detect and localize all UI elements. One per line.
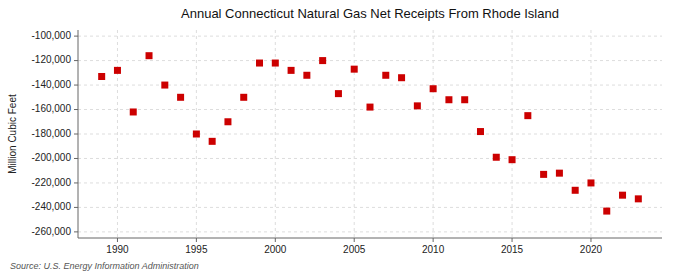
x-grid-line: [354, 30, 355, 238]
title: Annual Connecticut Natural Gas Net Recei…: [181, 6, 559, 21]
x-tick: [590, 238, 591, 242]
point: [572, 187, 579, 194]
point: [493, 154, 500, 161]
y-tick: [74, 134, 78, 135]
y-grid-line: [78, 231, 662, 232]
x-grid-line: [433, 30, 434, 238]
y-tick: [74, 36, 78, 37]
point: [477, 128, 484, 135]
point: [367, 104, 374, 111]
y-axis: -260,000 -240,000 -220,000 -200,000 -180,000…: [32, 30, 78, 237]
x-tick: [433, 238, 434, 242]
point: [619, 192, 626, 199]
source-note: Source: U.S. Energy Information Administ…: [10, 261, 199, 271]
x-tick-label: 2005: [343, 244, 366, 255]
point: [130, 108, 137, 115]
y-tick-label: -100,000: [32, 30, 72, 41]
plot-area: [78, 30, 662, 238]
x-tick-label: 1990: [106, 244, 129, 255]
y-grid-line: [78, 207, 662, 208]
x-tick: [354, 238, 355, 242]
point: [461, 96, 468, 103]
point: [98, 73, 105, 80]
x-tick-label: 2020: [580, 244, 603, 255]
point: [635, 195, 642, 202]
point: [445, 96, 452, 103]
y-tick-label: -240,000: [32, 201, 72, 212]
x-tick: [196, 238, 197, 242]
point: [240, 94, 247, 101]
point: [114, 67, 121, 74]
point: [414, 102, 421, 109]
y-tick: [74, 182, 78, 183]
point: [193, 131, 200, 138]
point: [319, 57, 326, 64]
y-axis-label: Million Cubic Feet: [7, 94, 18, 174]
y-grid-line: [78, 158, 662, 159]
y-tick-label: -220,000: [32, 177, 72, 188]
point: [272, 60, 279, 67]
point: [382, 72, 389, 79]
y-tick-label: -120,000: [32, 54, 72, 65]
point: [335, 90, 342, 97]
point: [603, 208, 610, 215]
x-tick-label: 2015: [501, 244, 524, 255]
point: [256, 60, 263, 67]
x-tick-label: 1995: [185, 244, 208, 255]
x-grid-line: [512, 30, 513, 238]
point: [303, 72, 310, 79]
x-tick-label: 2000: [264, 244, 287, 255]
point: [398, 74, 405, 81]
points: [98, 52, 642, 214]
point: [556, 170, 563, 177]
y-tick: [74, 85, 78, 86]
grid: [78, 30, 662, 238]
x-grid-line: [590, 30, 591, 238]
point: [430, 85, 437, 92]
point: [587, 179, 594, 186]
x-tick: [117, 238, 118, 242]
x-axis: 1990 1995 2000 2005 2010 2015 2020: [106, 238, 602, 255]
y-grid-line: [78, 134, 662, 135]
x-axis-line: [78, 238, 662, 239]
y-tick-label: -260,000: [32, 226, 72, 237]
y-tick: [74, 158, 78, 159]
point: [177, 94, 184, 101]
x-grid-line: [117, 30, 118, 238]
y-tick-label: -140,000: [32, 79, 72, 90]
chart: -260,000 -240,000 -220,000 -200,000 -180,000…: [0, 0, 675, 275]
y-tick: [74, 207, 78, 208]
y-grid-line: [78, 182, 662, 183]
x-tick: [512, 238, 513, 242]
x-tick-label: 2010: [422, 244, 445, 255]
point: [161, 82, 168, 89]
point: [540, 171, 547, 178]
y-tick-label: -160,000: [32, 103, 72, 114]
y-tick: [74, 109, 78, 110]
y-tick-label: -180,000: [32, 128, 72, 139]
y-grid-line: [78, 36, 662, 37]
point: [509, 156, 516, 163]
point: [209, 138, 216, 145]
y-tick: [74, 60, 78, 61]
point: [524, 112, 531, 119]
x-tick: [275, 238, 276, 242]
y-tick-label: -200,000: [32, 152, 72, 163]
point: [351, 66, 358, 73]
y-tick: [74, 231, 78, 232]
point: [146, 52, 153, 59]
chart-container: -260,000 -240,000 -220,000 -200,000 -180,000…: [0, 0, 675, 275]
point: [288, 67, 295, 74]
y-grid-line: [78, 60, 662, 61]
point: [224, 118, 231, 125]
